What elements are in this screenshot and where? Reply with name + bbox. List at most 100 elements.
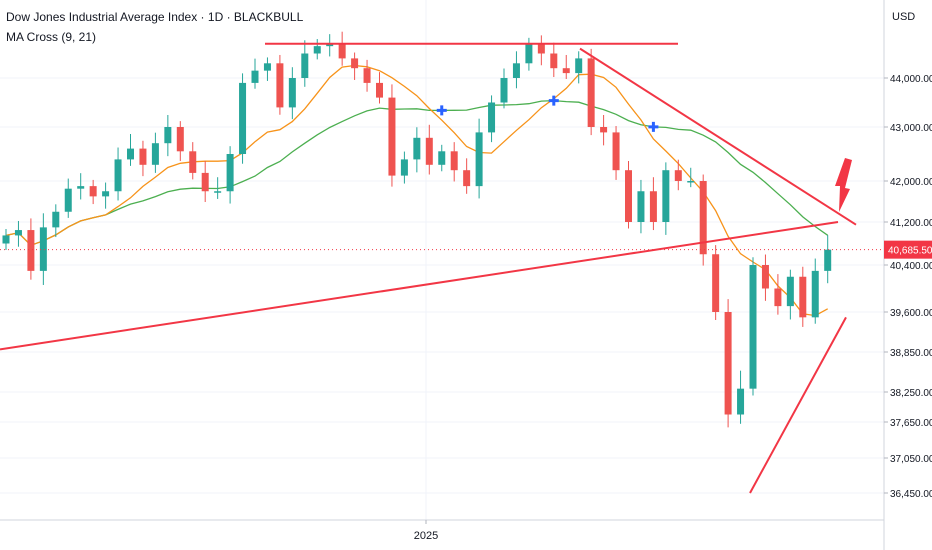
- red-arrow-icon: [835, 158, 852, 212]
- price-tick-label: 39,600.00: [890, 308, 932, 319]
- candle-body: [214, 191, 222, 193]
- candle-body: [388, 97, 396, 176]
- time-axis-label-2025: 2025: [414, 530, 438, 542]
- candle-body: [313, 46, 321, 54]
- annotation-arrow: [835, 158, 852, 212]
- candle-body: [39, 227, 47, 271]
- candle-body: [811, 270, 819, 318]
- candle-body: [351, 58, 359, 69]
- candle-body: [251, 70, 259, 83]
- candle-body: [625, 170, 632, 222]
- candle-body: [587, 58, 595, 127]
- candle-body: [724, 312, 732, 415]
- candle-body: [761, 265, 769, 289]
- candle-body: [27, 230, 35, 271]
- candle-body: [550, 53, 558, 69]
- candle-body: [463, 170, 471, 187]
- price-tick-label: 36,450.00: [890, 489, 932, 500]
- candle-body: [512, 63, 520, 78]
- candle-body: [712, 254, 720, 312]
- candle-body: [239, 82, 247, 154]
- price-tick-label: 37,650.00: [890, 418, 932, 429]
- candle-body: [699, 181, 707, 255]
- candle-body: [475, 132, 483, 187]
- candle-body: [301, 53, 309, 78]
- candle-body: [338, 43, 346, 59]
- candle-body: [2, 235, 10, 244]
- candle-body: [450, 151, 458, 171]
- candle-body: [749, 265, 757, 389]
- grid: [0, 0, 884, 520]
- price-tick-label: 40,400.00: [890, 261, 932, 272]
- candle-body: [164, 127, 172, 144]
- chart-title: Dow Jones Industrial Average Index · 1D …: [6, 10, 304, 24]
- trendline-rising-support[interactable]: [0, 221, 839, 351]
- candle-body: [488, 102, 496, 133]
- price-tick-label: 41,200.00: [890, 218, 932, 229]
- price-tick-label: 43,000.00: [890, 123, 932, 134]
- candle-body: [637, 191, 645, 222]
- candle-body: [276, 63, 284, 108]
- candle-body: [537, 43, 545, 54]
- candle-body: [263, 63, 271, 71]
- candle-body: [89, 186, 97, 197]
- ma-21-path: [5, 99, 829, 247]
- candle-body: [413, 137, 421, 160]
- ma-21-line: [5, 99, 829, 247]
- trendline-recovery-support[interactable]: [749, 316, 847, 494]
- candle-body: [127, 148, 134, 160]
- candle-body: [786, 276, 794, 307]
- candle-body: [201, 172, 209, 192]
- price-axis-ticks: 44,000.00 43,000.00 42,000.00 41,200.00 40,4…: [884, 74, 932, 500]
- ma-cross-marker-icon: [648, 121, 659, 132]
- price-tick-label: 37,050.00: [890, 454, 932, 465]
- indicator-label: MA Cross (9, 21): [6, 30, 97, 44]
- candle-body: [575, 58, 583, 74]
- candle-body: [737, 388, 745, 415]
- candle-body: [774, 288, 782, 307]
- last-price-label: 40,685.50: [888, 246, 932, 257]
- candle-body: [114, 159, 122, 192]
- candle-body: [662, 170, 670, 222]
- candle-body: [525, 43, 533, 64]
- candle-body: [425, 137, 433, 165]
- candle-body: [189, 151, 197, 173]
- candle-body: [52, 211, 60, 228]
- candle-body: [102, 191, 110, 197]
- candle-body: [674, 170, 682, 181]
- candle-body: [612, 132, 620, 171]
- candle-body: [64, 188, 72, 212]
- candle-body: [139, 148, 147, 165]
- price-tick-label: 42,000.00: [890, 177, 932, 188]
- candle-body: [226, 154, 234, 192]
- trendlines: [0, 42, 857, 494]
- candles: [2, 31, 832, 428]
- candle-body: [400, 159, 408, 176]
- candle-body: [77, 186, 85, 189]
- candle-body: [288, 78, 296, 108]
- price-tick-label: 38,250.00: [890, 388, 932, 399]
- ma-cross-markers: [436, 95, 659, 132]
- candle-body: [176, 127, 184, 152]
- candle-body: [500, 78, 508, 103]
- trendline-descending-resistance[interactable]: [579, 47, 857, 226]
- candle-body: [363, 68, 371, 83]
- last-price-line: 40,685.50: [0, 240, 932, 259]
- candle-body: [687, 181, 695, 183]
- candle-body: [824, 249, 832, 271]
- candle-body: [600, 127, 608, 133]
- price-tick-label: 44,000.00: [890, 74, 932, 85]
- candle-body: [14, 230, 22, 236]
- candle-body: [649, 191, 657, 222]
- currency-label[interactable]: USD: [892, 11, 916, 23]
- candle-body: [376, 82, 383, 98]
- candle-body: [562, 68, 570, 74]
- last-price-badge: [884, 240, 932, 259]
- candle-body: [799, 276, 807, 318]
- ma-cross-marker-icon: [548, 95, 559, 106]
- ma-cross-marker-icon: [436, 105, 447, 116]
- price-tick-label: 38,850.00: [890, 348, 932, 359]
- candle-body: [326, 43, 334, 47]
- candle-body: [438, 151, 446, 165]
